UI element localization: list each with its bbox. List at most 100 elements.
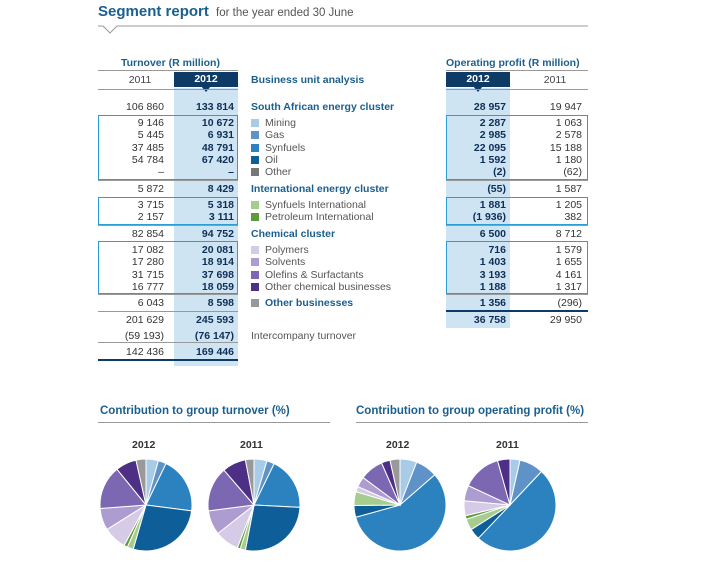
profit-2012-cell: 2 985 xyxy=(479,129,506,141)
total-profit-2012-cell xyxy=(446,330,506,343)
row-label-text: International energy cluster xyxy=(251,183,389,195)
table-rule xyxy=(446,294,588,295)
sa-energy-box-profit xyxy=(446,115,588,180)
turnover-year-prev: 2011 xyxy=(128,74,152,86)
profit-2011-cell: 1 180 xyxy=(555,154,582,166)
row-label-text: Petroleum International xyxy=(265,211,374,223)
profit-2012-cell: 1 188 xyxy=(479,281,506,293)
turnover-2012-cell: 8 598 xyxy=(207,297,234,309)
pie-slice xyxy=(207,469,255,512)
legend-swatch xyxy=(251,283,259,291)
row-label: Gas xyxy=(251,129,284,142)
pie-slice xyxy=(389,458,401,506)
intl-energy-box-profit xyxy=(446,197,588,225)
total-turnover-2012-cell: 169 446 xyxy=(196,346,234,358)
profit-2012-cell: 1 403 xyxy=(479,256,506,268)
turnover-2012-cell: 6 931 xyxy=(207,129,234,141)
turnover-2012-cell: 48 791 xyxy=(201,142,234,154)
row-label-text: Solvents xyxy=(265,256,306,268)
pie-chart xyxy=(207,458,301,552)
profit-2012-cell: 6 500 xyxy=(479,228,506,240)
turnover-year-cur: 2012 xyxy=(174,72,238,87)
row-label-text: Chemical cluster xyxy=(251,228,336,240)
profit-2011-cell: 1 317 xyxy=(555,281,582,293)
pie-slice xyxy=(253,463,301,508)
row-label-text: South African energy cluster xyxy=(251,101,395,113)
profit-2011-cell: 15 188 xyxy=(549,142,582,154)
profit-2012-cell: (55) xyxy=(487,183,506,195)
turnover-2012-cell: 67 420 xyxy=(201,154,234,166)
row-label-text: Synfuels xyxy=(265,142,306,154)
turnover-2011-cell: 106 860 xyxy=(126,101,164,113)
total-label: Intercompany turnover xyxy=(251,330,357,342)
row-label: International energy cluster xyxy=(251,183,389,196)
total-turnover-2011-cell: 142 436 xyxy=(126,346,164,358)
turnover-pie-title: Contribution to group turnover (%) xyxy=(100,405,290,417)
profit-2012-column xyxy=(446,88,510,328)
row-label-text: Other businesses xyxy=(265,297,354,309)
profit-pie-rule xyxy=(356,422,588,423)
pie-slice xyxy=(355,474,447,552)
turnover-2012-cell: 94 752 xyxy=(201,228,234,240)
turnover-pie-rule xyxy=(98,422,330,423)
turnover-2011-cell: 16 777 xyxy=(131,281,164,293)
row-label: Olefins & Surfactants xyxy=(251,269,364,282)
total-profit-2012-cell: 36 758 xyxy=(473,314,506,326)
legend-swatch xyxy=(251,156,259,164)
turnover-2012-cell: 3 111 xyxy=(208,211,234,223)
profit-2012-cell: (1 936) xyxy=(472,211,506,223)
turnover-heading-rule xyxy=(98,70,238,71)
business-unit-heading: Business unit analysis xyxy=(251,74,365,86)
turnover-2011-cell: 5 445 xyxy=(137,129,164,141)
table-rule xyxy=(98,342,238,343)
profit-pie-title: Contribution to group operating profit (… xyxy=(356,405,585,417)
table-rule xyxy=(446,310,588,312)
turnover-2011-cell: – xyxy=(158,166,164,178)
total-turnover-2012-cell: 245 593 xyxy=(196,314,234,326)
profit-2011-cell: 382 xyxy=(564,211,582,223)
profit-2012-cell: 1 881 xyxy=(479,199,506,211)
row-label-text: Olefins & Surfactants xyxy=(265,269,364,281)
row-label-text: Other xyxy=(265,166,292,178)
row-label: Other xyxy=(251,166,291,179)
pie-slice xyxy=(496,458,511,506)
report-title: Segment report xyxy=(98,3,209,20)
row-label: Other businesses xyxy=(251,297,353,310)
profit-heading: Operating profit (R million) xyxy=(446,57,580,69)
table-rule xyxy=(98,225,238,226)
row-label: Mining xyxy=(251,117,296,130)
turnover-2012-cell: 8 429 xyxy=(207,183,234,195)
row-label-text: Mining xyxy=(265,117,296,129)
pie-chart xyxy=(99,458,193,552)
legend-swatch xyxy=(251,271,259,279)
pie-year-label: 2011 xyxy=(240,439,263,451)
table-rule xyxy=(98,311,238,312)
profit-2012-cell: 716 xyxy=(488,244,506,256)
turnover-2012-cell: 37 698 xyxy=(201,269,234,281)
total-profit-2011-cell: 29 950 xyxy=(549,314,582,326)
profit-year-cur: 2012 xyxy=(446,72,510,87)
total-turnover-2011-cell: (59 193) xyxy=(124,330,164,342)
profit-2011-cell: 8 712 xyxy=(555,228,582,240)
pie-slice xyxy=(135,458,147,506)
pie-chart xyxy=(353,458,447,552)
profit-2012-cell: 1 356 xyxy=(479,297,506,309)
turnover-2011-cell: 6 043 xyxy=(137,297,164,309)
profit-2011-cell: 1 063 xyxy=(555,117,582,129)
row-label: Solvents xyxy=(251,256,305,269)
turnover-2011-cell: 3 715 xyxy=(137,199,164,211)
legend-swatch xyxy=(251,201,259,209)
legend-swatch xyxy=(251,131,259,139)
row-label-text: Polymers xyxy=(265,244,309,256)
pie-year-label: 2011 xyxy=(496,439,519,451)
chemical-box-turnover xyxy=(98,241,238,294)
turnover-heading: Turnover (R million) xyxy=(121,57,220,69)
profit-2012-cell: 3 193 xyxy=(479,269,506,281)
sa-energy-box-turnover xyxy=(98,115,238,180)
row-label: Synfuels International xyxy=(251,199,366,212)
turnover-2012-cell: 5 318 xyxy=(207,199,234,211)
turnover-2011-cell: 37 485 xyxy=(131,142,164,154)
profit-2011-cell: 4 161 xyxy=(555,269,582,281)
turnover-2011-cell: 9 146 xyxy=(137,117,164,129)
chemical-box-profit xyxy=(446,241,588,294)
